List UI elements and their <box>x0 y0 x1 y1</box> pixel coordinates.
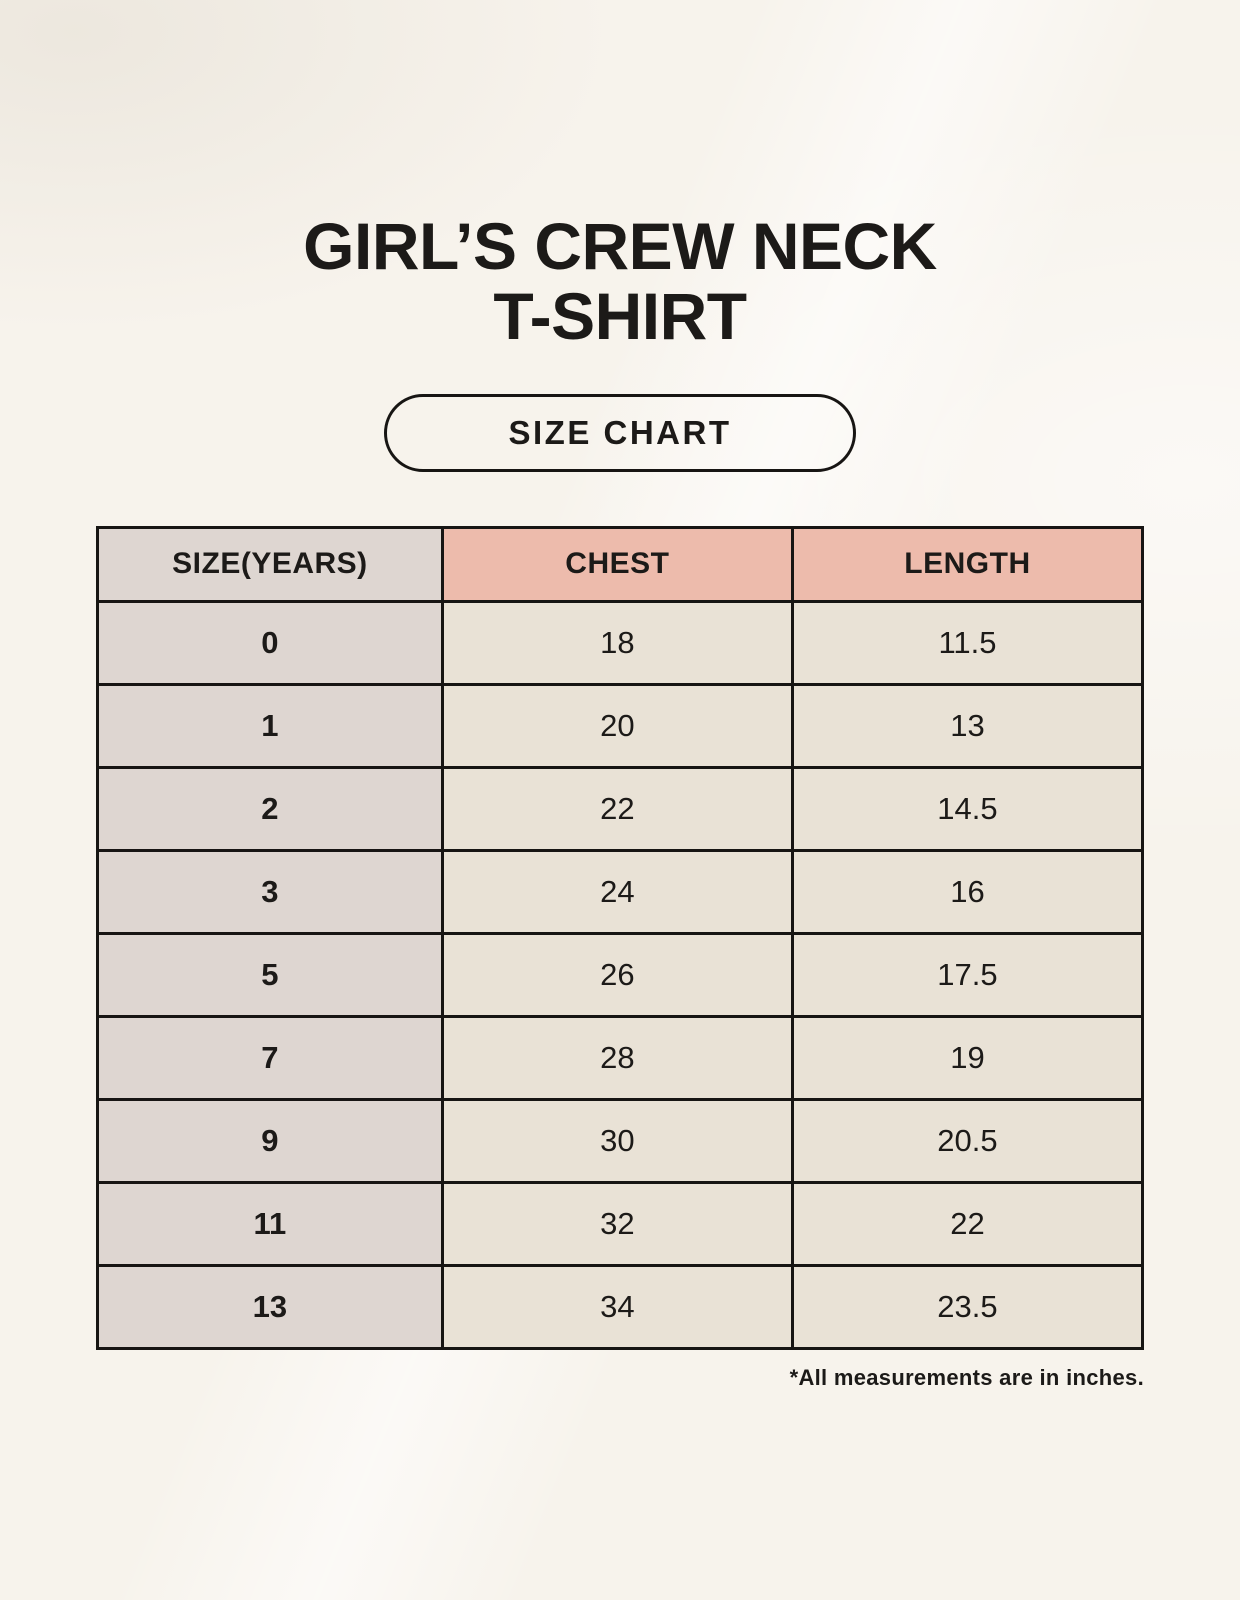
length-cell: 23.5 <box>790 1263 1145 1350</box>
column-header-chest: CHEST <box>440 525 794 603</box>
table-row: 5 26 17.5 <box>96 931 1145 1018</box>
length-cell: 22 <box>790 1180 1145 1267</box>
size-cell: 9 <box>96 1097 444 1184</box>
table-row: 3 24 16 <box>96 848 1145 935</box>
length-cell: 13 <box>790 682 1145 769</box>
page-title: GIRL’S CREW NECK T-SHIRT <box>0 0 1240 352</box>
size-cell: 1 <box>96 682 444 769</box>
table-row: 13 34 23.5 <box>96 1263 1145 1350</box>
length-cell: 19 <box>790 1014 1145 1101</box>
length-cell: 16 <box>790 848 1145 935</box>
chest-cell: 28 <box>440 1014 794 1101</box>
table-row: 9 30 20.5 <box>96 1097 1145 1184</box>
size-chart-badge: SIZE CHART <box>384 393 856 472</box>
table-row: 1 20 13 <box>96 682 1145 769</box>
length-cell: 17.5 <box>790 931 1145 1018</box>
table-row: 7 28 19 <box>96 1014 1145 1101</box>
length-cell: 14.5 <box>790 765 1145 852</box>
column-header-length: LENGTH <box>790 525 1145 603</box>
size-table-body: 0 18 11.5 1 20 13 2 22 14.5 3 24 16 5 26 17.5 7 28 19 9 30 2… <box>96 599 1145 1350</box>
size-cell: 11 <box>96 1180 444 1267</box>
size-table: SIZE(YEARS) CHEST LENGTH 0 18 11.5 1 20 13 2 22… <box>96 525 1145 1350</box>
chest-cell: 34 <box>440 1263 794 1350</box>
chest-cell: 18 <box>440 599 794 686</box>
chest-cell: 32 <box>440 1180 794 1267</box>
chest-cell: 26 <box>440 931 794 1018</box>
size-table-container: SIZE(YEARS) CHEST LENGTH 0 18 11.5 1 20 13 2 22… <box>96 525 1145 1350</box>
length-cell: 11.5 <box>790 599 1145 686</box>
chest-cell: 30 <box>440 1097 794 1184</box>
size-cell: 7 <box>96 1014 444 1101</box>
page-title-line-2: T-SHIRT <box>493 278 747 353</box>
size-cell: 0 <box>96 599 444 686</box>
table-row: 2 22 14.5 <box>96 765 1145 852</box>
table-row: 0 18 11.5 <box>96 599 1145 686</box>
size-cell: 3 <box>96 848 444 935</box>
table-row: 11 32 22 <box>96 1180 1145 1267</box>
column-header-size-years: SIZE(YEARS) <box>96 525 444 603</box>
length-cell: 20.5 <box>790 1097 1145 1184</box>
chest-cell: 20 <box>440 682 794 769</box>
size-cell: 2 <box>96 765 444 852</box>
page-title-line-1: GIRL’S CREW NECK <box>303 209 937 283</box>
size-cell: 5 <box>96 931 444 1018</box>
size-table-header-row: SIZE(YEARS) CHEST LENGTH <box>96 525 1145 603</box>
chest-cell: 22 <box>440 765 794 852</box>
chest-cell: 24 <box>440 848 794 935</box>
measurements-footnote: *All measurements are in inches. <box>789 1364 1144 1390</box>
size-cell: 13 <box>96 1263 444 1350</box>
size-chart-badge-label: SIZE CHART <box>508 413 732 451</box>
